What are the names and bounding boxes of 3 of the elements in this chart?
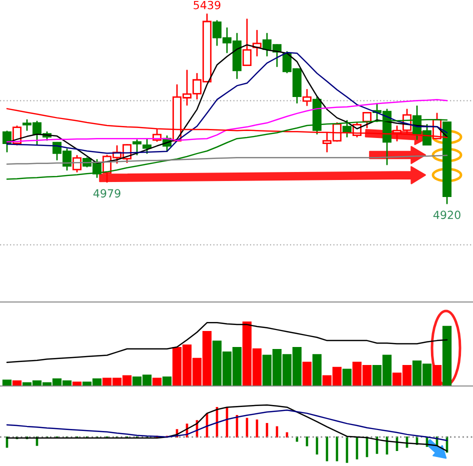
annotation: 5439 <box>194 0 220 10</box>
annotation: 4979 <box>93 189 120 198</box>
annotation: 4920 <box>433 210 460 220</box>
